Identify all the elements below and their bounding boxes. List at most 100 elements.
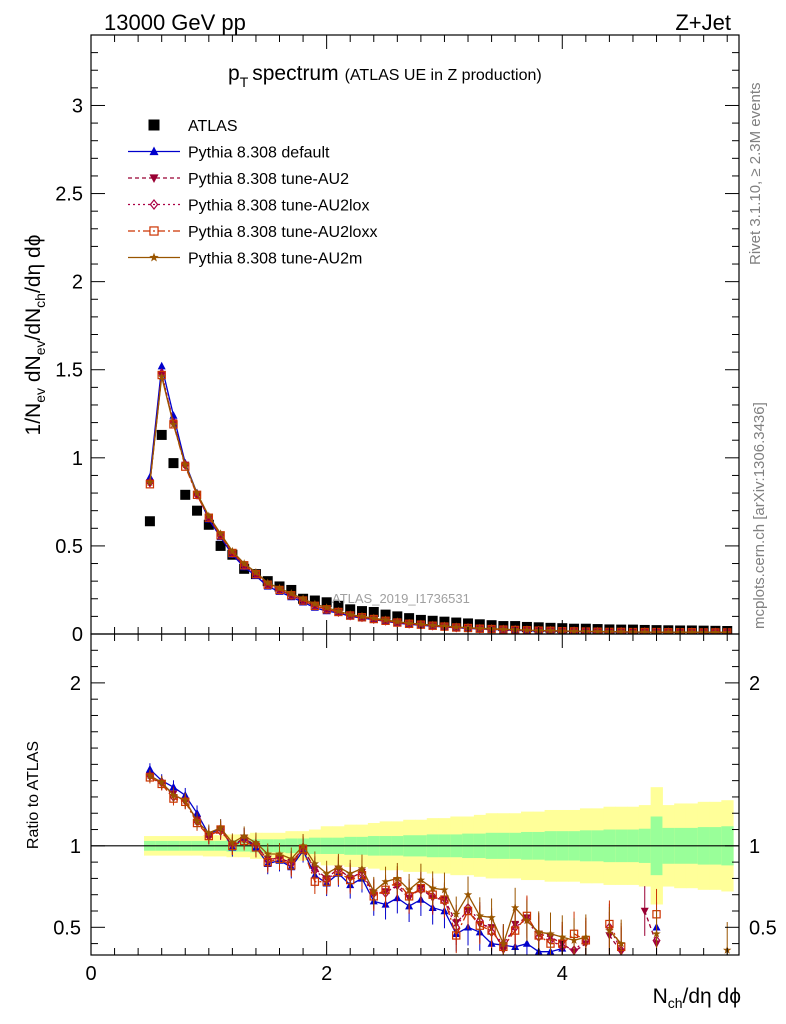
atlas-data-point: [168, 458, 179, 469]
main-y-tick-label: 3: [72, 95, 83, 117]
series-point-main: [251, 567, 261, 576]
atlas-data-point: [192, 505, 203, 516]
header-left-label: 13000 GeV pp: [104, 10, 246, 35]
ratio-panel: 0.5 0.5 1 1 2 2 0 2 4: [53, 633, 777, 985]
series-point-ratio: [298, 841, 308, 850]
ratio-frame: [90, 633, 740, 956]
series-point-ratio: [581, 932, 590, 941]
series-point-ratio: [381, 877, 390, 886]
ratio-x-ticks: 0 2 4: [85, 634, 728, 985]
main-y-tick-label: 2: [72, 272, 83, 294]
main-plot-area: [144, 361, 733, 634]
ratio-y-axis-label: Ratio to ATLAS: [25, 741, 42, 849]
header-right-label: Z+Jet: [675, 10, 731, 35]
series-point-ratio: [275, 849, 284, 858]
series-point-main: [416, 619, 426, 628]
series-point-ratio: [452, 909, 461, 918]
series-point-ratio: [605, 926, 614, 935]
series-point-main: [310, 599, 319, 608]
x-tick-label: 4: [557, 963, 568, 985]
series-point-ratio: [487, 913, 496, 922]
series-point-main: [157, 372, 166, 381]
legend-marker: [149, 174, 159, 183]
series-point-ratio: [416, 875, 426, 884]
ratio-y-tick-label-right: 1: [749, 836, 760, 858]
main-y-tick-label: 2.5: [55, 184, 83, 206]
legend-marker: [149, 199, 159, 210]
series-point-main: [263, 578, 272, 587]
atlas-data-point: [392, 611, 403, 622]
main-y-axis-label: 1/Nev dNev/dNch/dη dϕ: [22, 235, 48, 436]
legend-label: ATLAS: [188, 118, 238, 135]
series-point-ratio: [522, 916, 532, 925]
series-point-main: [687, 627, 697, 634]
series-point-ratio: [310, 877, 320, 886]
series-point-ratio: [522, 939, 531, 947]
atlas-data-point: [203, 519, 214, 530]
series-point-ratio: [546, 929, 555, 938]
series-point-ratio: [251, 838, 261, 847]
legend-item: ATLAS: [148, 118, 238, 135]
series-point-ratio: [357, 864, 367, 873]
series-point-ratio: [145, 771, 155, 780]
ratio-y-ticks: 0.5 0.5 1 1 2 2: [53, 649, 777, 945]
atlas-data-point: [333, 600, 344, 611]
series-point-ratio: [263, 849, 272, 858]
main-y-tick-label: 0: [72, 624, 83, 646]
main-x-ticks: [90, 35, 728, 634]
series-point-main: [393, 617, 402, 626]
series-point-ratio: [346, 869, 355, 878]
x-tick-label: 2: [321, 963, 332, 985]
atlas-data-point: [215, 540, 226, 551]
legend-label: Pythia 8.308 tune-AU2m: [188, 251, 362, 268]
series-point-main: [546, 626, 555, 634]
legend-marker: [149, 146, 159, 156]
series-point-main: [181, 460, 190, 469]
series-point-ratio: [287, 854, 296, 863]
series-point-main: [452, 622, 461, 631]
series-point-main: [357, 612, 367, 620]
series-point-ratio: [393, 874, 402, 882]
series-point-main: [664, 627, 673, 634]
series-point-ratio: [310, 859, 319, 868]
ratio-y-tick-label-right: 2: [749, 673, 760, 695]
atlas-data-point: [156, 429, 167, 440]
legend-label: Pythia 8.308 tune-AU2lox: [188, 198, 369, 215]
series-point-ratio: [169, 782, 178, 791]
series-point-ratio: [475, 911, 484, 920]
series-point-ratio: [240, 831, 249, 840]
series-point-ratio: [511, 903, 520, 912]
legend-label: Pythia 8.308 tune-AU2loxx: [188, 224, 377, 241]
series-point-ratio: [534, 927, 543, 936]
series-point-ratio: [169, 790, 178, 799]
atlas-data-point: [380, 609, 391, 620]
legend: ATLAS Pythia 8.308 default Pythia 8.308 tu…: [128, 118, 377, 268]
series-point-ratio: [640, 907, 649, 916]
series-point-main: [499, 624, 508, 633]
series-point-ratio: [334, 862, 343, 871]
series-point-main: [275, 583, 284, 592]
plot-title: pT spectrum (ATLAS UE in Z production): [228, 62, 542, 90]
series-point-ratio: [192, 817, 202, 825]
ratio-y-tick-label: 1: [70, 836, 81, 858]
atlas-data-point: [404, 613, 415, 624]
legend-item: Pythia 8.308 tune-AU2m: [128, 251, 362, 268]
series-point-main: [287, 589, 296, 597]
series-point-ratio: [145, 764, 154, 773]
series-point-main: [522, 625, 532, 634]
series-point-main: [440, 621, 449, 630]
series-point-ratio: [463, 890, 473, 899]
atlas-data-point: [180, 489, 191, 500]
series-point-ratio: [558, 932, 567, 941]
series-point-main: [228, 546, 237, 555]
legend-item: Pythia 8.308 tune-AU2lox: [128, 198, 369, 215]
series-point-main: [192, 488, 202, 497]
legend-label: Pythia 8.308 default: [188, 145, 330, 162]
main-y-tick-label: 0.5: [55, 536, 83, 558]
series-point-ratio: [216, 823, 225, 832]
atlas-data-point: [144, 516, 155, 527]
series-point-main: [157, 361, 166, 370]
x-axis-label: Nch/dη dϕ: [653, 985, 741, 1011]
legend-marker: [149, 252, 159, 262]
